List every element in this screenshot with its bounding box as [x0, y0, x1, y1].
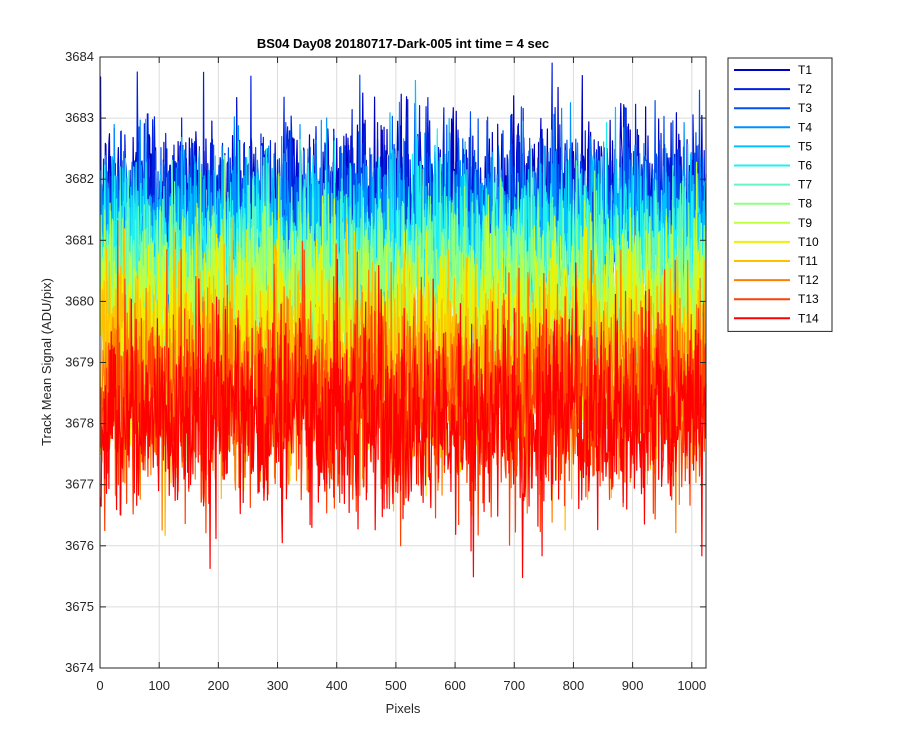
legend-label-T11: T11 [798, 254, 818, 268]
y-tick-label: 3680 [65, 293, 94, 308]
y-tick-label: 3678 [65, 416, 94, 431]
y-tick-label: 3677 [65, 477, 94, 492]
y-tick-label: 3683 [65, 110, 94, 125]
legend-label-T3: T3 [798, 101, 812, 115]
y-tick-label: 3684 [65, 49, 94, 64]
legend-label-T6: T6 [798, 159, 812, 173]
x-axis-label: Pixels [386, 701, 421, 716]
legend-label-T10: T10 [798, 235, 819, 249]
x-tick-label: 1000 [677, 678, 706, 693]
legend-label-T9: T9 [798, 216, 812, 230]
series-lines [99, 62, 707, 579]
x-tick-label: 300 [267, 678, 289, 693]
x-tick-label: 500 [385, 678, 407, 693]
legend-label-T1: T1 [798, 63, 812, 77]
x-tick-label: 600 [444, 678, 466, 693]
x-tick-label: 900 [622, 678, 644, 693]
legend-label-T4: T4 [798, 120, 812, 134]
legend-box [727, 57, 833, 332]
x-tick-label: 700 [503, 678, 525, 693]
y-tick-label: 3675 [65, 599, 94, 614]
legend-label-T2: T2 [798, 82, 812, 96]
x-tick-label: 100 [148, 678, 170, 693]
legend-label-T5: T5 [798, 139, 812, 153]
series-line-T14 [99, 258, 707, 579]
x-tick-label: 200 [208, 678, 230, 693]
y-tick-label: 3682 [65, 171, 94, 186]
x-tick-label: 800 [563, 678, 585, 693]
axis-ticks: 0 100 200 300 400 500 600 700 800 900 1000 3674 3675… [65, 49, 706, 693]
legend-label-T12: T12 [798, 273, 819, 287]
legend-label-T8: T8 [798, 197, 812, 211]
y-tick-label: 3676 [65, 538, 94, 553]
legend: T1 T2 T3 T4 T5 T6 T7 T8 T9 T10 T11 T12 T13 T14 [727, 57, 833, 332]
y-tick-label: 3681 [65, 232, 94, 247]
y-tick-label: 3679 [65, 355, 94, 370]
x-tick-label: 0 [96, 678, 103, 693]
y-axis-label: Track Mean Signal (ADU/pix) [39, 278, 54, 446]
x-tick-label: 400 [326, 678, 348, 693]
legend-label-T7: T7 [798, 178, 812, 192]
legend-label-T14: T14 [798, 311, 819, 325]
y-tick-label: 3674 [65, 660, 94, 675]
legend-label-T13: T13 [798, 292, 819, 306]
chart-title: BS04 Day08 20180717-Dark-005 int time = … [257, 36, 549, 51]
